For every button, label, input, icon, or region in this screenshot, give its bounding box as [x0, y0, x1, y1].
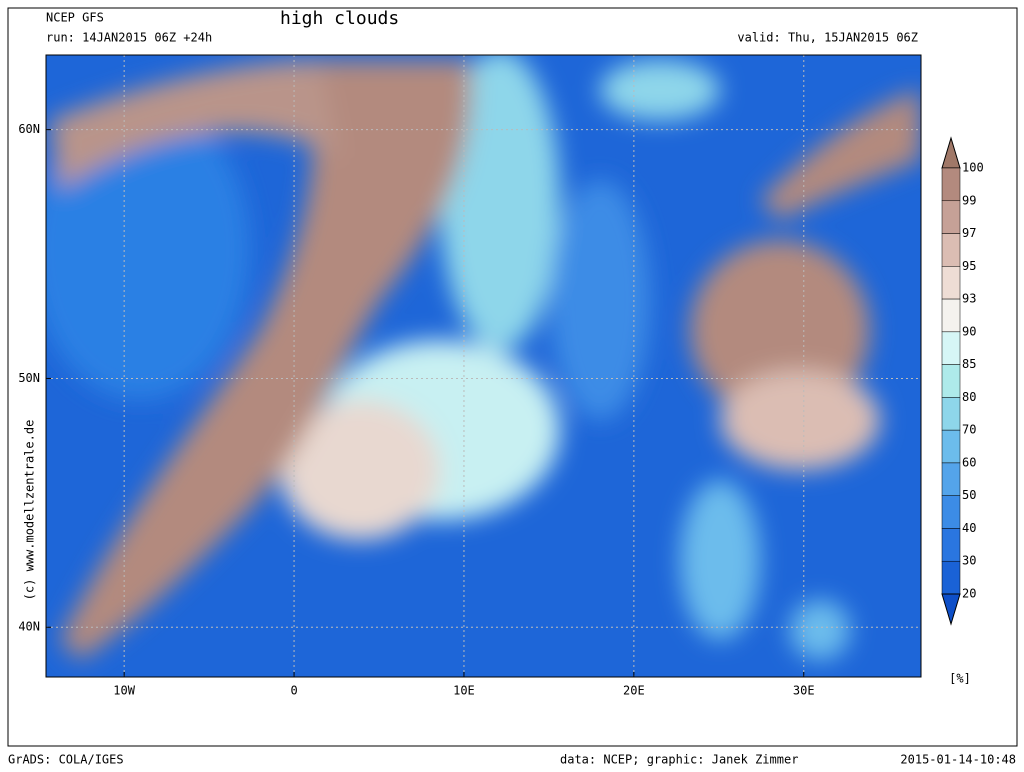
outer-frame — [7, 7, 1018, 747]
colorbar-box — [941, 495, 961, 529]
colorbar-box — [941, 560, 961, 595]
run: run: 14JAN2015 06Z +24h — [46, 31, 212, 45]
colorbar-box — [941, 167, 961, 202]
copyright: (c) www.modellzentrale.de — [23, 420, 37, 601]
colorbar-box — [941, 397, 961, 431]
footer-left: GrADS: COLA/IGES — [8, 753, 124, 767]
colorbar-label: 85 — [962, 357, 976, 371]
y-tick-label: 40N — [18, 620, 40, 634]
colorbar-label: 100 — [962, 161, 984, 175]
colorbar-box — [941, 266, 961, 300]
colorbar-label: 50 — [962, 488, 976, 502]
map-frame — [45, 54, 922, 678]
footer-right: 2015-01-14-10:48 — [900, 753, 1016, 767]
colorbar-label: 60 — [962, 455, 976, 469]
colorbar-label: 97 — [962, 226, 976, 240]
colorbar-label: 40 — [962, 521, 976, 535]
colorbar-cap — [941, 136, 961, 169]
model: NCEP GFS — [46, 11, 104, 25]
colorbar-box — [941, 331, 961, 365]
cloud-field — [46, 55, 921, 677]
title: high clouds — [280, 8, 399, 29]
x-tick-label: 0 — [290, 684, 297, 698]
colorbar-label: 80 — [962, 390, 976, 404]
footer-center: data: NCEP; graphic: Janek Zimmer — [560, 753, 798, 767]
valid: valid: Thu, 15JAN2015 06Z — [737, 31, 918, 45]
colorbar-box — [941, 233, 961, 267]
colorbar-label: 93 — [962, 292, 976, 306]
unit: [%] — [949, 672, 971, 686]
colorbar-box — [941, 429, 961, 464]
colorbar-label: 20 — [962, 587, 976, 601]
colorbar-label: 30 — [962, 554, 976, 568]
colorbar-box — [941, 364, 961, 398]
colorbar-box — [941, 298, 961, 333]
colorbar-label: 99 — [962, 193, 976, 207]
colorbar-label: 90 — [962, 324, 976, 338]
colorbar-label: 70 — [962, 423, 976, 437]
colorbar-cap — [941, 593, 961, 626]
y-tick-label: 60N — [18, 122, 40, 136]
x-tick-label: 10E — [453, 684, 475, 698]
colorbar-box — [941, 462, 961, 496]
x-tick-label: 10W — [113, 684, 135, 698]
y-tick-label: 50N — [18, 371, 40, 385]
x-tick-label: 20E — [623, 684, 645, 698]
colorbar-label: 95 — [962, 259, 976, 273]
x-tick-label: 30E — [793, 684, 815, 698]
colorbar-box — [941, 200, 961, 234]
colorbar-box — [941, 528, 961, 562]
